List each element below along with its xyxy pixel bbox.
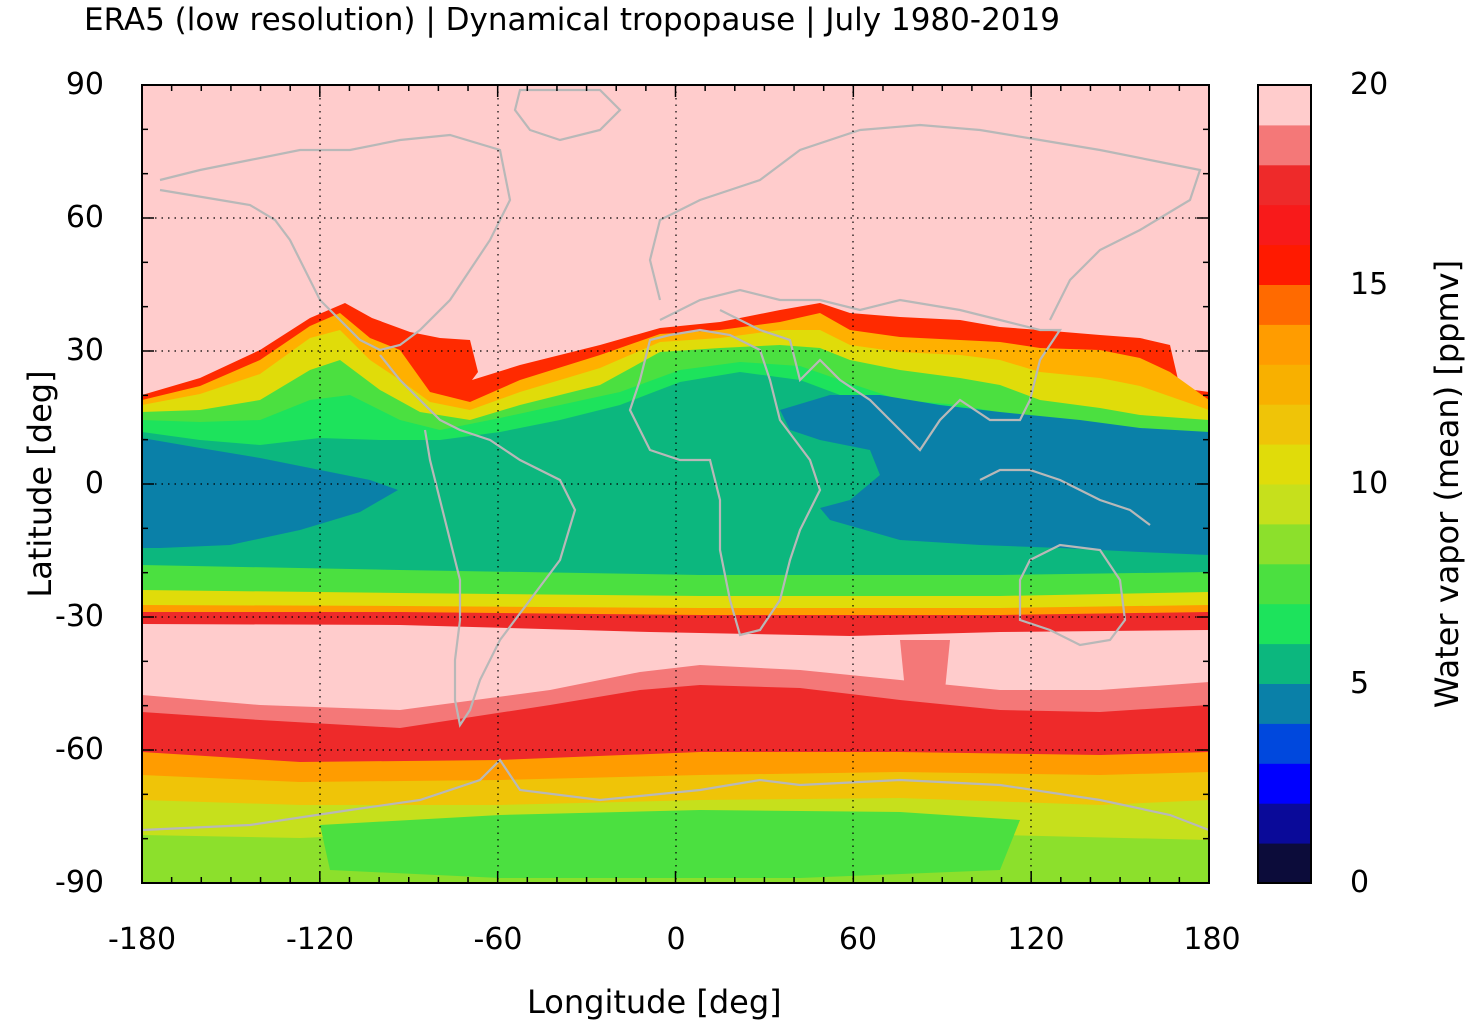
xtick-label-neg60: -60 [473, 922, 523, 957]
y-axis-title: Latitude [deg] [21, 370, 59, 598]
colorbar-level-1 [1258, 803, 1311, 844]
colorbar-title: Water vapor (mean) [ppmv] [1428, 259, 1466, 709]
colorbar-tick-10: 10 [1350, 466, 1389, 501]
ytick-label-0: 0 [84, 466, 104, 501]
colorbar-level-19 [1258, 85, 1311, 126]
colorbar-level-8 [1258, 523, 1311, 565]
colorbar-tick-0: 0 [1350, 865, 1370, 900]
coastlines [142, 88, 1209, 832]
colorbar-level-2 [1258, 763, 1311, 804]
colorbar-level-6 [1258, 603, 1311, 645]
colorbar [1258, 85, 1311, 884]
xtick-label-neg120: -120 [285, 922, 355, 957]
colorbar-level-16 [1258, 204, 1311, 246]
ytick-label-neg30: -30 [55, 599, 104, 634]
colorbar-tick-5: 5 [1350, 666, 1370, 701]
pacific-minimum-region [142, 438, 398, 548]
axis-ticks [141, 84, 1210, 884]
xtick-label-neg180: -180 [107, 922, 177, 957]
colorbar-level-13 [1258, 324, 1311, 365]
ytick-label-neg60: -60 [55, 732, 104, 767]
xtick-label-120: 120 [1007, 922, 1065, 957]
colorbar-level-4 [1258, 683, 1311, 724]
colorbar-level-0 [1258, 843, 1311, 884]
xtick-label-0: 0 [666, 922, 686, 957]
colorbar-level-17 [1258, 164, 1311, 206]
ytick-label-neg90: -90 [55, 865, 104, 900]
colorbar-tick-20: 20 [1350, 67, 1389, 102]
indo-pacific-minimum-region [780, 395, 1209, 555]
chart-title: ERA5 (low resolution) | Dynamical tropop… [84, 2, 1060, 38]
colorbar-frame [1257, 84, 1312, 884]
ytick-label-30: 30 [65, 333, 104, 368]
colorbar-level-12 [1258, 364, 1311, 405]
grid-lines [142, 85, 1209, 883]
ytick-label-60: 60 [65, 200, 104, 235]
antarctic-bright-green-core [320, 810, 1020, 878]
colorbar-level-11 [1258, 404, 1311, 445]
colorbar-level-9 [1258, 484, 1311, 525]
colorbar-level-10 [1258, 444, 1311, 485]
xtick-label-180: 180 [1183, 922, 1241, 957]
colorbar-level-3 [1258, 723, 1311, 764]
colorbar-tick-15: 15 [1350, 267, 1389, 302]
xtick-label-60: 60 [838, 922, 878, 957]
colorbar-level-7 [1258, 563, 1311, 605]
x-axis-title: Longitude [deg] [527, 983, 782, 1021]
sh-salmon-plume [900, 640, 950, 690]
colorbar-level-18 [1258, 124, 1311, 166]
colorbar-level-14 [1258, 284, 1311, 325]
ytick-label-90: 90 [65, 67, 104, 102]
colorbar-level-15 [1258, 244, 1311, 285]
colorbar-level-5 [1258, 643, 1311, 684]
